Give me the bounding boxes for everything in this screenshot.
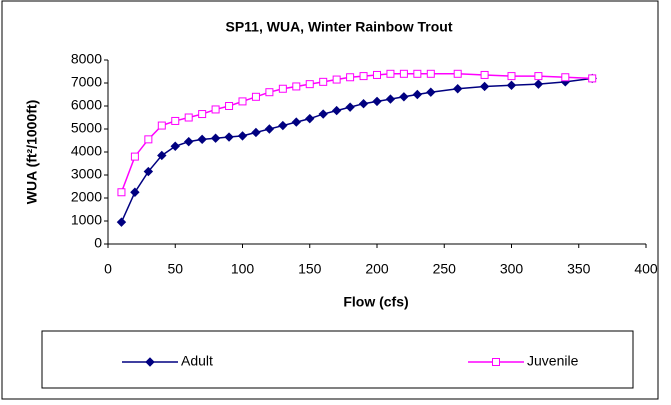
legend-label: Juvenile (527, 353, 579, 369)
point (251, 92, 260, 101)
x-axis-label: Flow (cfs) (343, 294, 408, 310)
point (265, 88, 274, 97)
point (359, 72, 368, 81)
y-tick-label: 1000 (71, 212, 102, 228)
point (399, 69, 408, 78)
point (197, 134, 207, 145)
y-tick-label: 4000 (71, 143, 102, 159)
point (305, 80, 314, 89)
point (224, 132, 234, 142)
point (533, 79, 544, 89)
point (358, 98, 369, 109)
legend-box (41, 330, 634, 389)
point (346, 73, 355, 82)
point (426, 87, 436, 97)
legend-marker (145, 357, 155, 367)
point (588, 74, 597, 83)
point (198, 110, 207, 119)
y-tick-label: 6000 (71, 97, 102, 113)
point (479, 81, 490, 92)
point (225, 102, 234, 110)
legend-label: Adult (181, 353, 213, 369)
point (251, 127, 261, 138)
point (507, 72, 516, 81)
x-tick-label: 100 (231, 261, 255, 277)
point (413, 69, 422, 78)
point (130, 187, 140, 197)
point (170, 141, 180, 151)
y-tick-label: 0 (94, 235, 102, 251)
point (412, 89, 423, 100)
point (171, 116, 180, 125)
point (480, 70, 489, 79)
y-tick-label: 2000 (71, 189, 102, 205)
point (452, 84, 463, 94)
y-tick-label: 5000 (71, 120, 102, 136)
point (117, 188, 126, 197)
point (184, 113, 193, 122)
point (331, 105, 342, 116)
point (399, 92, 409, 102)
chart-title: SP11, WUA, Winter Rainbow Trout (225, 19, 452, 35)
point (332, 75, 341, 84)
point (130, 152, 139, 161)
point (210, 133, 221, 143)
point (561, 73, 570, 82)
y-tick-label: 8000 (71, 51, 102, 67)
point (319, 77, 328, 86)
x-tick-label: 400 (634, 261, 658, 277)
point (144, 135, 153, 144)
x-tick-label: 50 (167, 261, 183, 277)
point (237, 131, 248, 141)
y-tick-label: 7000 (71, 74, 102, 90)
point (426, 69, 435, 78)
point (305, 113, 315, 124)
point (345, 102, 355, 112)
x-tick-label: 150 (298, 261, 322, 277)
point (385, 94, 396, 104)
point (183, 136, 194, 147)
point (211, 105, 220, 114)
point (373, 70, 381, 79)
x-tick-label: 0 (104, 261, 112, 277)
x-tick-label: 300 (500, 261, 524, 277)
point (506, 80, 517, 91)
y-tick-label: 3000 (71, 166, 102, 182)
point (278, 84, 287, 93)
point (386, 69, 395, 78)
point (318, 109, 328, 119)
point (292, 82, 301, 91)
point (143, 166, 154, 177)
point (157, 150, 167, 161)
x-tick-label: 200 (365, 261, 389, 277)
point (157, 121, 166, 130)
point (372, 96, 382, 107)
legend-marker (492, 358, 500, 366)
point (291, 117, 302, 127)
point (264, 124, 275, 134)
point (534, 72, 543, 81)
point (278, 120, 288, 131)
point (116, 217, 127, 227)
x-tick-label: 250 (433, 261, 457, 277)
y-axis-label: WUA (ft²/1000ft) (24, 100, 40, 204)
point (453, 69, 462, 78)
x-tick-label: 350 (567, 261, 591, 277)
point (238, 97, 247, 106)
